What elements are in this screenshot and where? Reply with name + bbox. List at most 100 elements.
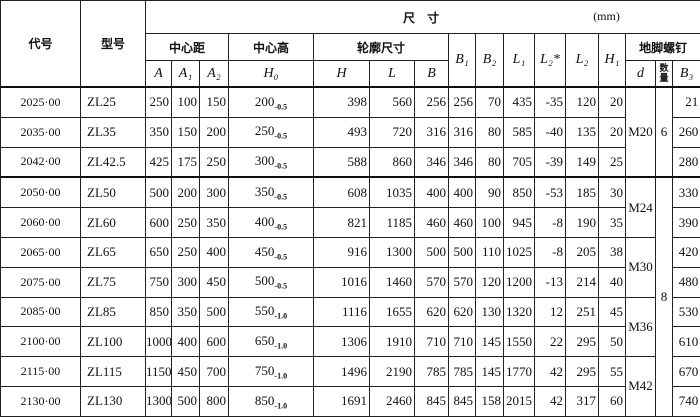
center-height-base: 650 [255, 333, 275, 348]
value-cell: 1016 [314, 267, 370, 297]
value-cell: 316 [449, 117, 476, 147]
code-cell: 2075·00 [1, 267, 81, 297]
value-cell: 346 [449, 147, 476, 177]
model-cell: ZL75 [81, 267, 146, 297]
header-cell: B₁ [449, 34, 476, 88]
code-cell: 2115·00 [1, 357, 81, 387]
anchor-qty-cell: 6 [656, 87, 673, 177]
code-cell: 2050·00 [1, 177, 81, 207]
value-cell: 50 [599, 327, 626, 357]
value-cell: 1300 [146, 386, 172, 416]
value-cell: 150 [172, 117, 200, 147]
value-cell: 800 [200, 386, 229, 416]
model-cell: ZL130 [81, 386, 146, 416]
center-height-tolerance: -1.0 [274, 342, 287, 351]
value-cell: 845 [449, 386, 476, 416]
value-cell: 80 [476, 117, 504, 147]
center-height-base: 200 [255, 94, 275, 109]
value-cell: 435 [504, 87, 535, 117]
value-cell: 330 [673, 177, 700, 207]
value-cell: 205 [566, 237, 599, 267]
value-cell: 20 [599, 117, 626, 147]
value-cell: 12 [535, 297, 566, 327]
value-cell: 200 [200, 117, 229, 147]
model-cell: ZL50 [81, 177, 146, 207]
value-cell: 350 [172, 297, 200, 327]
header-cell: A₁ [172, 61, 200, 88]
model-cell: ZL100 [81, 327, 146, 357]
anchor-d-cell: M24 [626, 177, 656, 237]
model-cell: ZL85 [81, 297, 146, 327]
header-text: 尺 寸 [403, 11, 443, 25]
value-cell: 620 [415, 297, 449, 327]
value-cell: 185 [566, 177, 599, 207]
code-cell: 2060·00 [1, 208, 81, 238]
value-cell: 821 [314, 208, 370, 238]
value-cell: 120 [476, 267, 504, 297]
code-cell: 2035·00 [1, 117, 81, 147]
value-cell: 256 [415, 87, 449, 117]
value-cell: 720 [370, 117, 415, 147]
value-cell: 346 [415, 147, 449, 177]
header-cell: 数量 [656, 61, 673, 88]
value-cell: 90 [476, 177, 504, 207]
value-cell: -40 [535, 117, 566, 147]
center-height-tolerance: -0.5 [274, 282, 287, 291]
value-cell: 400 [449, 177, 476, 207]
value-cell: 850 [146, 297, 172, 327]
header-cell: L₂ [566, 34, 599, 88]
value-cell: 1200 [504, 267, 535, 297]
code-cell: 2130·00 [1, 386, 81, 416]
center-height-cell: 250-0.5 [229, 117, 314, 147]
value-cell: 1000 [146, 327, 172, 357]
center-height-tolerance: -0.5 [274, 193, 287, 202]
value-cell: 250 [172, 237, 200, 267]
value-cell: -8 [535, 208, 566, 238]
value-cell: 608 [314, 177, 370, 207]
value-cell: 120 [566, 87, 599, 117]
value-cell: 493 [314, 117, 370, 147]
value-cell: 256 [449, 87, 476, 117]
center-height-cell: 300-0.5 [229, 147, 314, 177]
value-cell: 450 [172, 357, 200, 387]
value-cell: 600 [200, 327, 229, 357]
value-cell: 80 [476, 147, 504, 177]
value-cell: 1655 [370, 297, 415, 327]
anchor-d-cell: M42 [626, 357, 656, 417]
header-cell: A₂ [200, 61, 229, 88]
value-cell: 135 [566, 117, 599, 147]
value-cell: 149 [566, 147, 599, 177]
value-cell: 70 [476, 87, 504, 117]
value-cell: 110 [476, 237, 504, 267]
value-cell: 1306 [314, 327, 370, 357]
center-height-base: 250 [255, 123, 275, 138]
value-cell: 845 [415, 386, 449, 416]
model-cell: ZL115 [81, 357, 146, 387]
header-cell: 代号 [1, 1, 81, 88]
value-cell: -35 [535, 87, 566, 117]
value-cell: 1185 [370, 208, 415, 238]
value-cell: 425 [146, 147, 172, 177]
value-cell: 250 [200, 147, 229, 177]
value-cell: 480 [673, 267, 700, 297]
value-cell: 100 [476, 208, 504, 238]
value-cell: 785 [449, 357, 476, 387]
value-cell: 42 [535, 386, 566, 416]
value-cell: 700 [200, 357, 229, 387]
value-cell: 145 [476, 327, 504, 357]
header-cell: H₁ [599, 34, 626, 88]
value-cell: 145 [476, 357, 504, 387]
value-cell: 585 [504, 117, 535, 147]
value-cell: 750 [146, 267, 172, 297]
anchor-qty-cell: 8 [656, 177, 673, 416]
header-cell: d [626, 61, 656, 88]
value-cell: 500 [415, 237, 449, 267]
value-cell: 710 [449, 327, 476, 357]
value-cell: -13 [535, 267, 566, 297]
value-cell: 45 [599, 297, 626, 327]
center-height-tolerance: -0.5 [274, 162, 287, 171]
header-cell: 地脚螺钉 [626, 34, 700, 61]
